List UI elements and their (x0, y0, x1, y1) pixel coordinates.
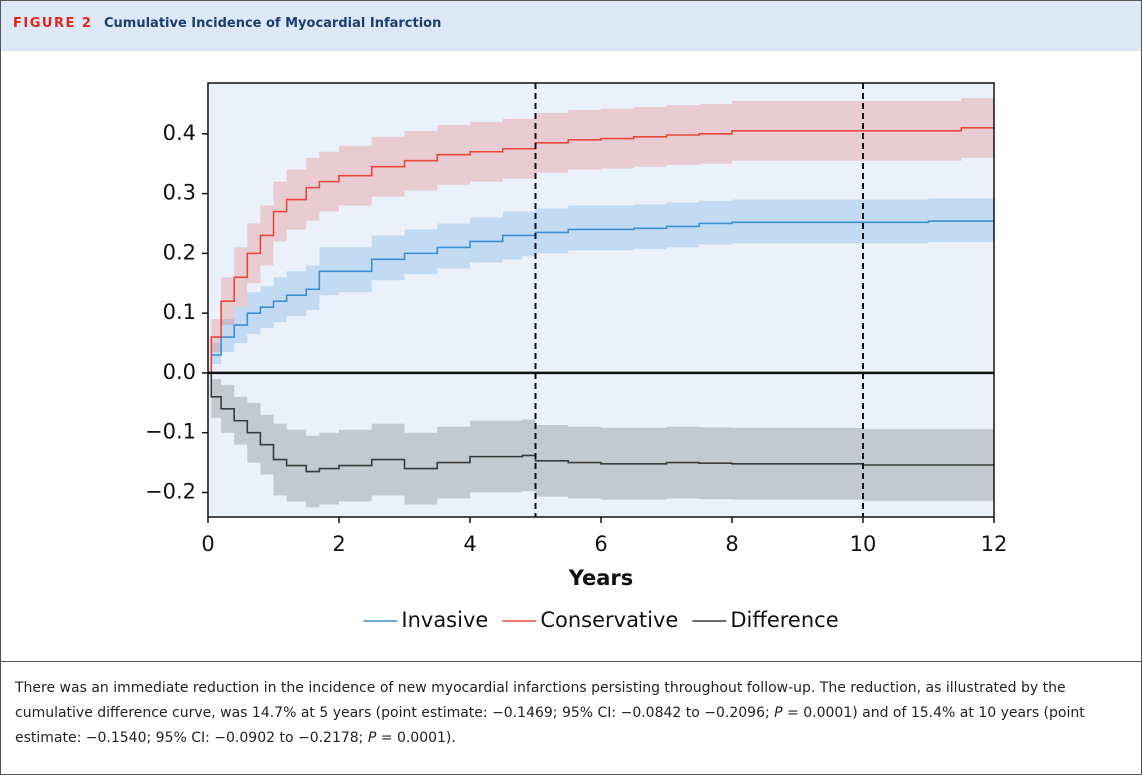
x-axis-label: Years (568, 566, 634, 590)
y-tick-label: 0.2 (163, 240, 196, 264)
step-line (208, 127, 994, 374)
figure-label: FIGURE 2 (13, 16, 93, 31)
caption-text: = 0.0001). (376, 730, 456, 746)
step-line (208, 372, 994, 473)
caption-italic: P (367, 730, 377, 746)
x-tick-label: 6 (594, 532, 607, 556)
caption-italic: P (774, 705, 783, 721)
legend-label: Difference (730, 608, 838, 632)
step-line (208, 220, 994, 374)
legend-label: Conservative (540, 608, 678, 632)
x-tick-label: 12 (981, 532, 1008, 556)
x-tick-label: 2 (332, 532, 345, 556)
legend-label: Invasive (401, 608, 488, 632)
ci-band (208, 198, 994, 373)
x-tick-label: 8 (725, 532, 738, 556)
y-tick-label: 0.3 (163, 181, 196, 205)
caption: There was an immediate reduction in the … (15, 676, 1125, 751)
ci-band (208, 372, 994, 508)
x-tick-label: 10 (850, 532, 877, 556)
caption-text: There was an immediate reduction in the … (15, 680, 1066, 721)
y-tick-label: 0.0 (163, 360, 196, 384)
divider (1, 661, 1141, 662)
y-tick-label: 0.1 (163, 300, 196, 324)
y-tick-label: −0.1 (145, 420, 196, 444)
chart: −0.2 −0.1 0.0 0.1 0.2 0.3 0.4 0 2 4 6 8 10 12 Years Inv… (145, 82, 1008, 632)
caption-text: = 0.0001) and of 15.4% at 10 years (poin… (15, 705, 1085, 746)
x-tick-label: 0 (201, 532, 214, 556)
y-tick-label: −0.2 (145, 479, 196, 503)
y-tick-label: 0.4 (163, 121, 196, 145)
figure-header: FIGURE 2 Cumulative Incidence of Myocard… (1, 1, 1141, 51)
legend: Invasive Conservative Difference (363, 608, 839, 632)
figure-title: Cumulative Incidence of Myocardial Infar… (104, 16, 442, 31)
x-tick-label: 4 (463, 532, 476, 556)
